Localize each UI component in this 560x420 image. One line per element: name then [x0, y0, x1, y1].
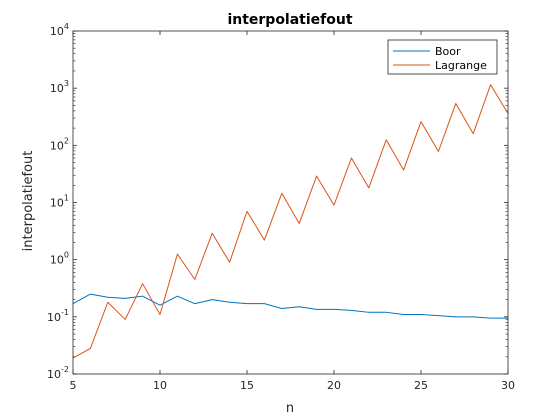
y-tick-exponent: 3	[64, 79, 69, 88]
y-tick-label: 101	[50, 194, 69, 210]
y-tick-exponent: -2	[61, 365, 69, 374]
y-tick-label: 10-1	[47, 308, 69, 324]
x-tick-label: 30	[501, 379, 515, 392]
y-tick-exponent: 1	[64, 194, 69, 203]
x-tick-label: 10	[153, 379, 167, 392]
x-tick-label: 5	[70, 379, 77, 392]
y-tick-exponent: 4	[64, 22, 69, 31]
y-tick-base: 10	[50, 254, 64, 267]
y-tick-base: 10	[50, 82, 64, 95]
legend-label-lagrange: Lagrange	[435, 59, 487, 72]
y-tick-base: 10	[50, 197, 64, 210]
plot-background	[73, 31, 508, 374]
y-tick-base: 10	[47, 368, 61, 381]
series-line-boor	[72, 293, 508, 319]
y-tick-label: 100	[50, 251, 69, 267]
axes-box	[72, 30, 509, 375]
x-tick-label: 20	[327, 379, 341, 392]
y-axis-label: interpolatiefout	[21, 151, 36, 252]
y-tick-label: 10-2	[47, 365, 69, 381]
series-line-lagrange	[72, 84, 509, 359]
x-tick-label: 25	[414, 379, 428, 392]
x-tick-label: 15	[240, 379, 254, 392]
y-tick-label: 103	[50, 79, 69, 95]
y-tick-exponent: 2	[64, 136, 69, 145]
y-tick-base: 10	[50, 25, 64, 38]
chart-title: interpolatiefout	[227, 12, 352, 28]
legend-label-boor: Boor	[435, 45, 461, 58]
y-tick-exponent: -1	[61, 308, 69, 317]
y-tick-label: 104	[50, 22, 69, 38]
x-axis-label: n	[286, 401, 294, 416]
plot-area: 5 10 15 20 25 3010-210-1100101102103104BoorLa…	[47, 22, 515, 392]
legend-box	[387, 39, 498, 75]
y-tick-exponent: 0	[64, 251, 69, 260]
y-tick-label: 102	[50, 136, 69, 152]
y-tick-base: 10	[50, 139, 64, 152]
y-tick-base: 10	[47, 311, 61, 324]
